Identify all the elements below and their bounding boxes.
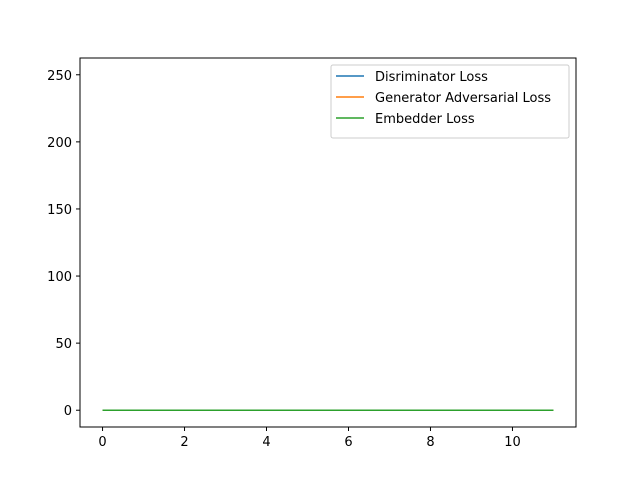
x-tick-label: 2 [180, 435, 188, 450]
x-tick-label: 0 [98, 435, 106, 450]
y-tick-label: 200 [47, 136, 72, 151]
y-axis: 0 50 100 150 200 250 [47, 69, 80, 419]
y-tick-label: 0 [64, 404, 72, 419]
x-tick-label: 8 [426, 435, 434, 450]
legend-box [330, 64, 570, 139]
x-tick-label: 6 [344, 435, 352, 450]
legend-label: Generator Adversarial Loss [375, 91, 551, 106]
y-tick-label: 150 [47, 203, 72, 218]
y-tick-label: 100 [47, 270, 72, 285]
x-tick-label: 4 [262, 435, 270, 450]
y-tick-label: 250 [47, 69, 72, 84]
x-tick-label: 10 [504, 435, 521, 450]
y-tick-label: 50 [55, 337, 72, 352]
legend: Disriminator Loss Generator Adversarial L… [330, 64, 570, 139]
legend-label: Disriminator Loss [375, 70, 488, 85]
legend-label: Embedder Loss [375, 112, 475, 127]
axes-frame [79, 57, 577, 428]
x-axis: 0 2 4 6 8 10 [98, 427, 521, 450]
